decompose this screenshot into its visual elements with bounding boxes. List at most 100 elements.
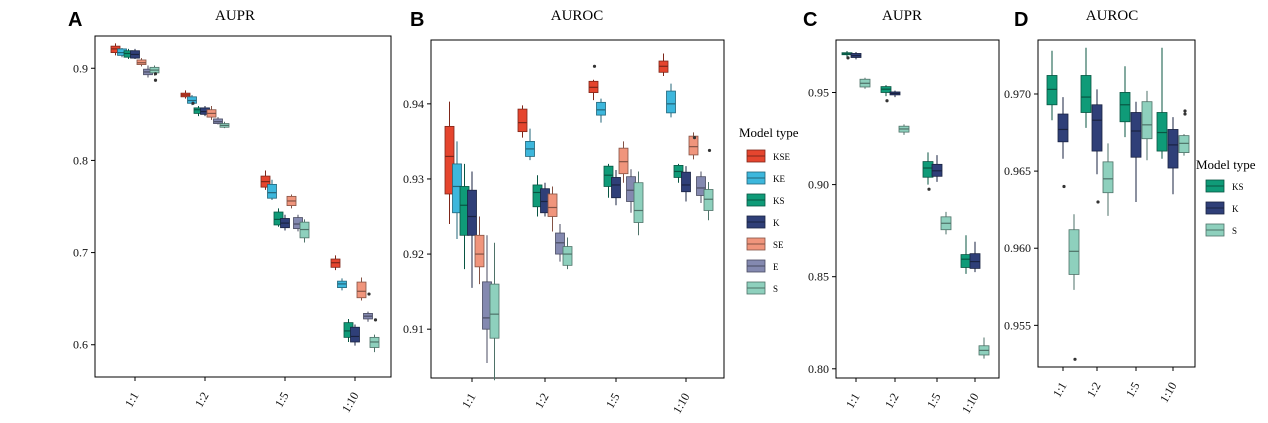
box-k-1-5 (611, 169, 621, 206)
box-body (688, 135, 699, 156)
legend-label: S (1232, 226, 1237, 236)
x-tick-label: 1:10 (339, 390, 362, 415)
legend-label: E (773, 262, 779, 272)
box-body (1068, 229, 1080, 275)
box-kse-1-10 (330, 255, 341, 271)
y-tick-label: 0.90 (808, 178, 829, 192)
x-tick-label: 1:1 (843, 391, 863, 411)
box-ks-1-2 (880, 85, 892, 103)
legend-item-ke: KE (746, 171, 785, 185)
box-se-1-2 (206, 106, 217, 120)
box-s-1-1 (489, 242, 500, 381)
box-kse-1-5 (588, 64, 599, 101)
legend-label: SE (773, 240, 784, 250)
box-k-1-10 (1167, 117, 1179, 195)
box-s-1-10 (1178, 109, 1190, 156)
box-kse-1-2 (180, 90, 191, 99)
y-tick-label: 0.94 (403, 97, 424, 111)
legend-item-ks: KS (746, 193, 785, 207)
box-body (474, 234, 485, 268)
outlier-point (373, 318, 378, 322)
outlier-point (592, 64, 597, 68)
box-body (1119, 92, 1131, 123)
box-s-1-10 (703, 148, 714, 221)
box-ke-1-10 (666, 83, 676, 118)
legend-label: KS (1232, 182, 1244, 192)
y-tick-label: 0.955 (1004, 318, 1031, 332)
box-kse-1-5 (260, 170, 271, 190)
y-tick-label: 0.80 (808, 362, 829, 376)
x-tick-label: 1:5 (1123, 380, 1143, 400)
y-tick-label: 0.9 (73, 61, 88, 75)
x-tick-label: 1:1 (122, 390, 142, 410)
box-se-1-10 (356, 277, 367, 301)
box-se-1-10 (688, 132, 699, 160)
box-s-1-5 (1141, 90, 1153, 161)
box-body (1156, 112, 1168, 152)
box-body (703, 189, 714, 211)
x-tick-label: 1:1 (1050, 380, 1070, 400)
x-tick-label: 1:2 (1084, 380, 1104, 400)
box-ke-1-5 (267, 179, 277, 201)
outlier-point (927, 187, 931, 191)
box-body (960, 254, 972, 268)
box-k-1-5 (280, 214, 290, 231)
box-body (517, 108, 528, 133)
y-tick-label: 0.95 (808, 85, 829, 99)
y-tick-label: 0.85 (808, 270, 829, 284)
box-body (1167, 129, 1179, 169)
box-body (555, 232, 565, 255)
box-body (547, 193, 558, 217)
box-se-1-1 (474, 216, 485, 285)
y-tick-label: 0.965 (1004, 164, 1031, 178)
box-body (350, 326, 360, 343)
box-body (603, 165, 614, 187)
legend-item-s: S (746, 281, 778, 295)
box-k-1-2 (889, 90, 901, 98)
box-ks-1-1 (841, 51, 853, 60)
box-ks-1-5 (603, 163, 614, 198)
outlier-point (846, 56, 850, 60)
legend-title: Model type (1196, 157, 1256, 172)
box-body (1102, 161, 1114, 194)
outlier-point (153, 78, 158, 82)
box-s-1-1 (859, 77, 871, 89)
outlier-point (1183, 112, 1187, 116)
legend-item-kse: KSE (746, 149, 791, 163)
panel-c-frame (835, 39, 1000, 379)
x-tick-label: 1:10 (670, 391, 693, 416)
box-body (618, 147, 629, 175)
legend-label: K (1232, 204, 1239, 214)
x-tick-label: 1:5 (924, 391, 944, 411)
panel-c: C AUPR 0.80 0.85 0.90 0.95 1:1 1:2 1:5 1:10 (803, 8, 1000, 416)
box-k-1-10 (681, 166, 691, 202)
panel-c-plot: 0.80 0.85 0.90 0.95 1:1 1:2 1:5 1:10 (808, 51, 990, 416)
box-ks-1-10 (673, 163, 684, 183)
box-ks-1-10 (960, 235, 972, 274)
outlier-point (1062, 184, 1066, 189)
box-s-1-1 (149, 65, 160, 82)
panel-b-frame (430, 39, 725, 379)
legend-item-k: K (1205, 201, 1239, 215)
panel-letter-d: D (1014, 9, 1028, 31)
box-body (611, 177, 621, 199)
panel-a: A AUPR 0.6 0.7 0.8 0.9 1:1 1:2 1:5 1:10 (68, 8, 392, 415)
outlier-point (153, 72, 158, 76)
y-tick-label: 0.7 (73, 246, 88, 260)
panel-c-title: AUPR (882, 8, 922, 24)
x-tick-label: 1:2 (192, 390, 212, 410)
box-k-1-5 (1130, 101, 1142, 202)
outlier-point (1073, 357, 1077, 361)
box-kse-1-2 (517, 105, 528, 138)
box-body (467, 189, 477, 236)
panel-d-plot: 0.955 0.960 0.965 0.970 1:1 1:2 1:5 1:10 (1004, 47, 1190, 405)
box-k-1-2 (1091, 89, 1103, 204)
box-se-1-5 (286, 194, 297, 209)
y-tick-label: 0.6 (73, 338, 88, 352)
box-s-1-2 (219, 121, 230, 129)
box-se-1-1 (136, 58, 147, 67)
panel-b: B AUROC 0.91 0.92 0.93 0.94 1:1 1:2 1:5 1:10 (403, 8, 725, 416)
